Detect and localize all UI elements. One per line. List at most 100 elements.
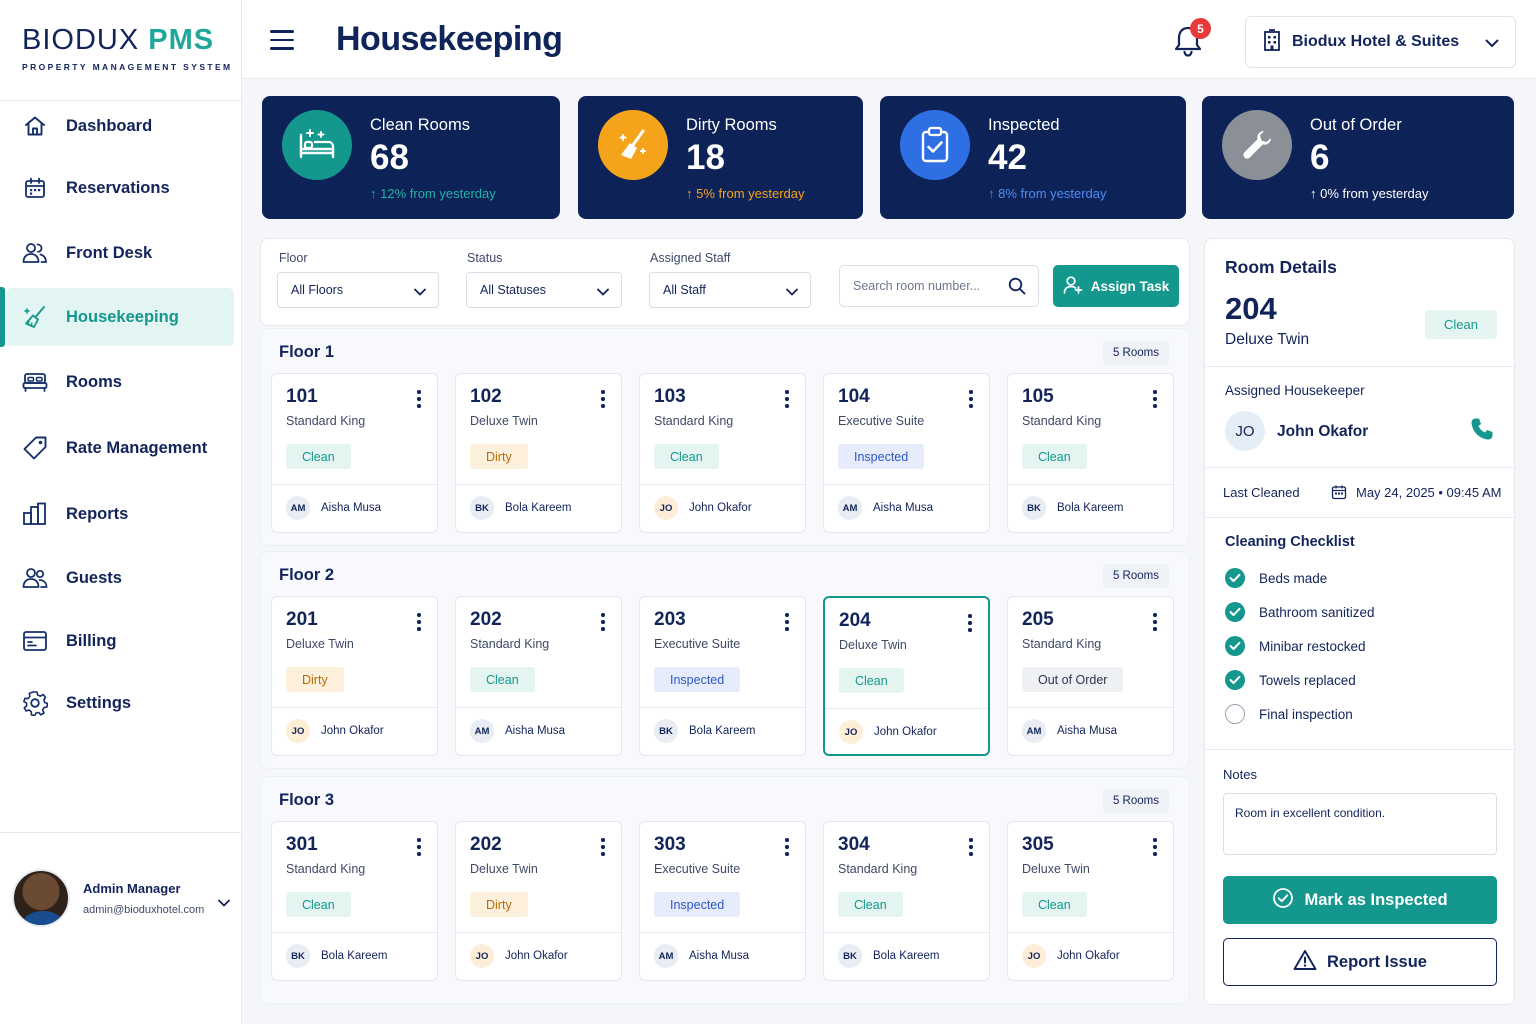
room-card[interactable]: 203 Executive Suite Inspected BK Bola Kareem bbox=[639, 596, 806, 756]
stat-card-inspected[interactable]: Inspected 42 ↑ 8% from yesterday bbox=[880, 96, 1186, 219]
more-vertical-icon[interactable] bbox=[785, 613, 791, 631]
room-type: Deluxe Twin bbox=[286, 637, 354, 651]
sidebar-item-reports[interactable]: Reports bbox=[6, 485, 234, 543]
logo: BIODUX PMS PROPERTY MANAGEMENT SYSTEM bbox=[22, 24, 233, 72]
hotel-selector[interactable]: Biodux Hotel & Suites bbox=[1245, 16, 1516, 68]
assigned-staff: AM Aisha Musa bbox=[1022, 719, 1117, 743]
checklist-item[interactable]: Towels replaced bbox=[1225, 669, 1356, 691]
assigned-staff: AM Aisha Musa bbox=[654, 944, 749, 968]
more-vertical-icon[interactable] bbox=[1153, 390, 1159, 408]
avatar: JO bbox=[470, 944, 494, 968]
more-vertical-icon[interactable] bbox=[601, 390, 607, 408]
room-status-badge: Dirty bbox=[286, 667, 344, 692]
room-card[interactable]: 202 Deluxe Twin Dirty JO John Okafor bbox=[455, 821, 622, 981]
more-vertical-icon[interactable] bbox=[601, 613, 607, 631]
checklist-item[interactable]: Final inspection bbox=[1225, 703, 1353, 725]
more-vertical-icon[interactable] bbox=[417, 838, 423, 856]
sidebar-item-rooms[interactable]: Rooms bbox=[6, 353, 234, 411]
selected-room-type: Deluxe Twin bbox=[1225, 331, 1310, 348]
room-search-input[interactable] bbox=[853, 266, 1013, 306]
room-card[interactable]: 101 Standard King Clean AM Aisha Musa bbox=[271, 373, 438, 533]
more-vertical-icon[interactable] bbox=[601, 838, 607, 856]
room-card[interactable]: 301 Standard King Clean BK Bola Kareem bbox=[271, 821, 438, 981]
stat-card-dirty[interactable]: Dirty Rooms 18 ↑ 5% from yesterday bbox=[578, 96, 863, 219]
stat-value: 18 bbox=[686, 138, 725, 177]
avatar: JO bbox=[286, 719, 310, 743]
housekeeper-label: Assigned Housekeeper bbox=[1225, 383, 1365, 398]
sidebar-item-reservations[interactable]: Reservations bbox=[6, 159, 234, 217]
checklist-item[interactable]: Bathroom sanitized bbox=[1225, 601, 1375, 623]
avatar: AM bbox=[838, 496, 862, 520]
search-icon[interactable] bbox=[1008, 277, 1026, 300]
room-card[interactable]: 105 Standard King Clean BK Bola Kareem bbox=[1007, 373, 1174, 533]
divider bbox=[1008, 484, 1173, 485]
divider bbox=[640, 932, 805, 933]
room-card[interactable]: 202 Standard King Clean AM Aisha Musa bbox=[455, 596, 622, 756]
sidebar-item-dashboard[interactable]: Dashboard bbox=[6, 97, 234, 155]
checklist-item[interactable]: Minibar restocked bbox=[1225, 635, 1366, 657]
check-circle-icon[interactable] bbox=[1225, 602, 1245, 622]
room-card[interactable]: 204 Deluxe Twin Clean JO John Okafor bbox=[823, 596, 990, 756]
sidebar-item-billing[interactable]: Billing bbox=[6, 612, 234, 670]
check-circle-icon[interactable] bbox=[1225, 670, 1245, 690]
check-circle-icon[interactable] bbox=[1225, 568, 1245, 588]
user-profile[interactable]: Admin Manager admin@bioduxhotel.com bbox=[12, 868, 234, 928]
staff-name: John Okafor bbox=[689, 502, 752, 514]
more-vertical-icon[interactable] bbox=[968, 614, 974, 632]
more-vertical-icon[interactable] bbox=[417, 613, 423, 631]
avatar: JO bbox=[839, 720, 863, 744]
room-card[interactable]: 104 Executive Suite Inspected AM Aisha Musa bbox=[823, 373, 990, 533]
staff-name: Bola Kareem bbox=[321, 950, 388, 962]
staff-filter-select[interactable]: All Staff bbox=[649, 272, 811, 308]
room-card[interactable]: 201 Deluxe Twin Dirty JO John Okafor bbox=[271, 596, 438, 756]
more-vertical-icon[interactable] bbox=[969, 390, 975, 408]
notification-bell-icon[interactable]: 5 bbox=[1172, 18, 1211, 60]
chevron-down-icon bbox=[414, 285, 426, 299]
sidebar-item-guests[interactable]: Guests bbox=[6, 549, 234, 607]
sidebar: BIODUX PMS PROPERTY MANAGEMENT SYSTEM Da… bbox=[0, 0, 242, 1024]
empty-circle-icon[interactable] bbox=[1225, 704, 1245, 724]
more-vertical-icon[interactable] bbox=[785, 838, 791, 856]
room-type: Standard King bbox=[1022, 414, 1102, 428]
room-card[interactable]: 103 Standard King Clean JO John Okafor bbox=[639, 373, 806, 533]
sidebar-item-settings[interactable]: Settings bbox=[6, 674, 234, 732]
stat-card-clean[interactable]: Clean Rooms 68 ↑ 12% from yesterday bbox=[262, 96, 560, 219]
room-card[interactable]: 305 Deluxe Twin Clean JO John Okafor bbox=[1007, 821, 1174, 981]
room-card[interactable]: 205 Standard King Out of Order AM Aisha Musa bbox=[1007, 596, 1174, 756]
stat-card-out-of-order[interactable]: Out of Order 6 ↑ 0% from yesterday bbox=[1202, 96, 1514, 219]
check-circle-icon[interactable] bbox=[1225, 636, 1245, 656]
mark-inspected-button[interactable]: Mark as Inspected bbox=[1223, 876, 1497, 924]
avatar: BK bbox=[654, 719, 678, 743]
panel-title: Room Details bbox=[1225, 257, 1337, 277]
room-count-badge: 5 Rooms bbox=[1102, 564, 1169, 588]
status-filter-select[interactable]: All Statuses bbox=[466, 272, 622, 308]
sidebar-item-front-desk[interactable]: Front Desk bbox=[6, 224, 234, 282]
billing-icon bbox=[22, 628, 48, 654]
room-status-badge: Clean bbox=[839, 668, 904, 693]
sidebar-item-rate-management[interactable]: Rate Management bbox=[6, 419, 234, 477]
room-card[interactable]: 304 Standard King Clean BK Bola Kareem bbox=[823, 821, 990, 981]
room-card[interactable]: 102 Deluxe Twin Dirty BK Bola Kareem bbox=[455, 373, 622, 533]
sidebar-item-housekeeping[interactable]: Housekeeping bbox=[6, 288, 234, 346]
phone-icon[interactable] bbox=[1469, 416, 1495, 447]
menu-icon[interactable] bbox=[270, 30, 294, 50]
more-vertical-icon[interactable] bbox=[1153, 838, 1159, 856]
more-vertical-icon[interactable] bbox=[417, 390, 423, 408]
floor-filter-select[interactable]: All Floors bbox=[277, 272, 439, 308]
report-issue-button[interactable]: Report Issue bbox=[1223, 938, 1497, 986]
add-user-icon bbox=[1063, 275, 1083, 297]
divider bbox=[0, 100, 242, 101]
stat-trend: ↑ 12% from yesterday bbox=[370, 186, 496, 201]
more-vertical-icon[interactable] bbox=[1153, 613, 1159, 631]
notes-field[interactable]: Room in excellent condition. bbox=[1223, 793, 1497, 855]
more-vertical-icon[interactable] bbox=[969, 838, 975, 856]
notification-count-badge: 5 bbox=[1190, 18, 1211, 39]
room-status-badge: Dirty bbox=[470, 892, 528, 917]
chevron-down-icon[interactable] bbox=[218, 894, 230, 912]
room-card[interactable]: 303 Executive Suite Inspected AM Aisha Musa bbox=[639, 821, 806, 981]
assign-task-button[interactable]: Assign Task bbox=[1053, 265, 1179, 307]
checklist-item[interactable]: Beds made bbox=[1225, 567, 1327, 589]
more-vertical-icon[interactable] bbox=[785, 390, 791, 408]
avatar: BK bbox=[286, 944, 310, 968]
guests-icon bbox=[22, 565, 48, 591]
